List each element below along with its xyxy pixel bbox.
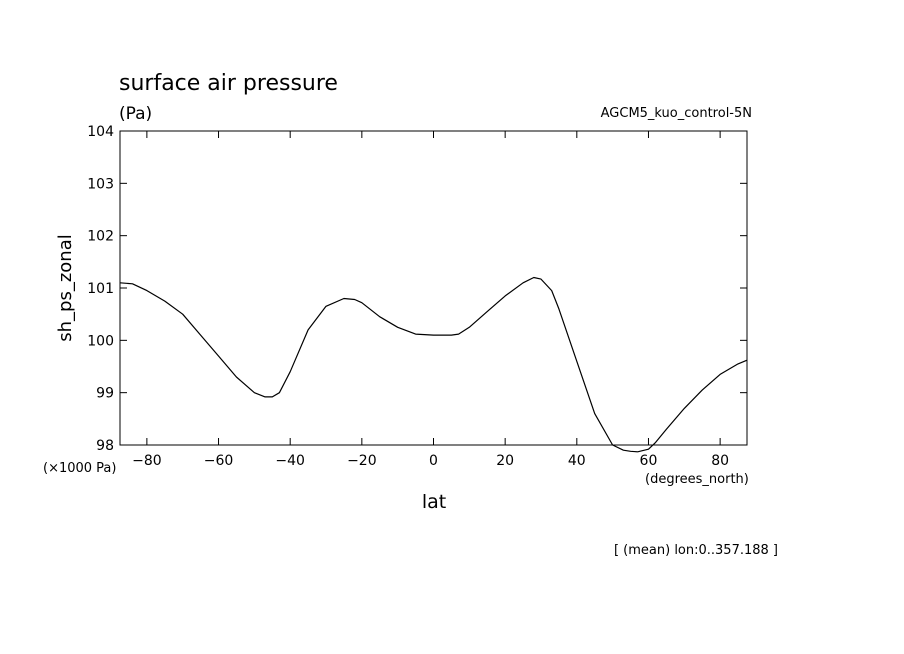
- y-tick-label: 103: [87, 176, 114, 192]
- y-tick-label: 98: [96, 438, 114, 454]
- x-tick-label: −80: [132, 453, 162, 469]
- x-tick-label: −60: [204, 453, 234, 469]
- x-tick-label: 40: [568, 453, 586, 469]
- x-tick-label: 80: [711, 453, 729, 469]
- series-line: [119, 276, 748, 453]
- x-axis: −80 −60 −40 −20 0 20 40 60 80: [132, 131, 729, 469]
- x-tick-label: −20: [347, 453, 377, 469]
- chart-title: surface air pressure: [119, 71, 338, 96]
- plot-frame: [119, 130, 748, 446]
- x-axis-units: (degrees_north): [645, 472, 749, 487]
- x-tick-label: 60: [640, 453, 658, 469]
- x-axis-label: lat: [422, 491, 446, 513]
- y-scale-note: (×1000 Pa): [43, 461, 116, 476]
- y-tick-label: 100: [87, 333, 114, 349]
- chart-units: (Pa): [119, 104, 152, 124]
- y-tick-label: 102: [87, 229, 114, 245]
- y-axis: 98 99 100 101 102 103 104: [87, 124, 747, 454]
- y-tick-label: 104: [87, 124, 114, 140]
- dataset-label: AGCM5_kuo_control-5N: [601, 106, 752, 121]
- y-axis-label: sh_ps_zonal: [55, 234, 76, 342]
- x-tick-label: 0: [429, 453, 438, 469]
- footer-note: [ (mean) lon:0..357.188 ]: [614, 543, 778, 558]
- series-group: [119, 276, 748, 453]
- x-tick-label: −40: [275, 453, 305, 469]
- x-tick-label: 20: [496, 453, 514, 469]
- y-tick-label: 101: [87, 281, 114, 297]
- y-tick-label: 99: [96, 386, 114, 402]
